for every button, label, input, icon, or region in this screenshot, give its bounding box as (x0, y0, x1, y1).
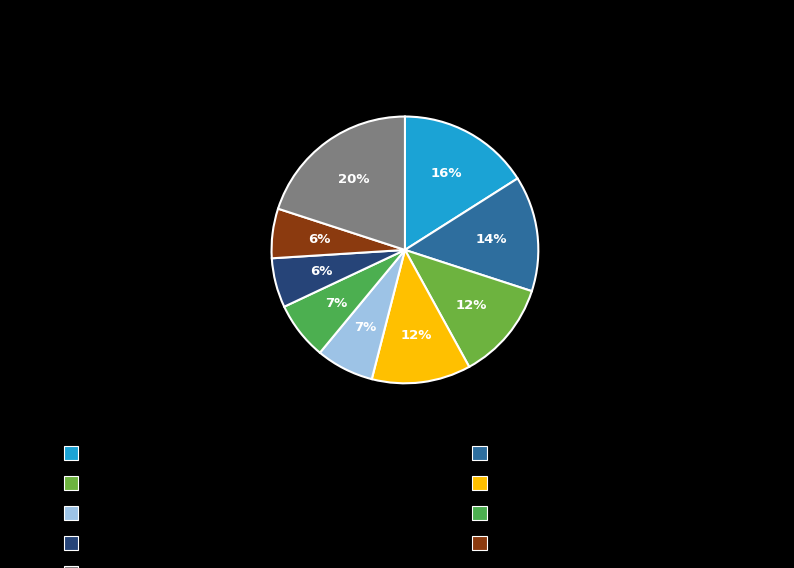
Wedge shape (320, 250, 405, 379)
Text: 12%: 12% (400, 329, 431, 343)
Text: Software: Software (87, 448, 137, 458)
Text: Networking/Comm: Networking/Comm (496, 448, 600, 458)
Text: 16%: 16% (431, 168, 462, 181)
Text: 6%: 6% (308, 232, 330, 245)
Wedge shape (272, 208, 405, 258)
Text: 7%: 7% (326, 296, 348, 310)
Text: 6%: 6% (310, 265, 332, 278)
Text: Electronics: Electronics (496, 478, 557, 488)
Wedge shape (405, 250, 532, 367)
Wedge shape (372, 250, 469, 383)
Text: 20%: 20% (338, 173, 370, 186)
Wedge shape (272, 250, 405, 307)
Wedge shape (405, 116, 518, 250)
Text: 12%: 12% (456, 299, 488, 312)
Wedge shape (405, 178, 538, 291)
Wedge shape (284, 250, 405, 353)
Text: Healthcare IT: Healthcare IT (496, 508, 571, 518)
Text: 7%: 7% (354, 321, 376, 333)
Text: Semiconductors: Semiconductors (87, 538, 177, 548)
Text: IT Services: IT Services (87, 478, 148, 488)
Text: 14%: 14% (476, 232, 507, 245)
Text: Security: Security (496, 538, 542, 548)
Wedge shape (278, 116, 405, 250)
Text: Internet: Internet (87, 508, 132, 518)
